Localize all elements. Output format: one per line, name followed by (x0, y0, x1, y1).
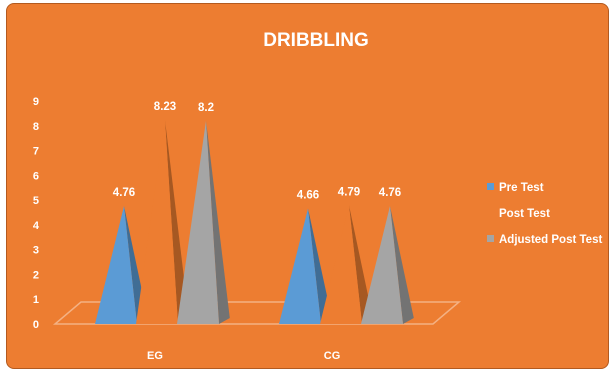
legend-item: Post Test (487, 208, 550, 220)
data-label: 4.79 (338, 186, 360, 198)
data-label: 4.66 (297, 190, 319, 202)
bar-front-face (177, 120, 219, 324)
bar-side-face (390, 206, 414, 324)
bar-pyramid (136, 120, 189, 324)
y-tick-label: 7 (33, 146, 39, 158)
bar-pyramid (279, 208, 332, 324)
data-label: 8.2 (198, 102, 214, 114)
y-tick-label: 6 (33, 170, 39, 182)
bar-front-face (279, 208, 321, 324)
y-tick-label: 2 (33, 269, 39, 281)
y-tick-label: 9 (33, 96, 39, 108)
y-tick-label: 3 (33, 245, 39, 257)
category-label: CG (324, 350, 341, 362)
data-labels: 4.76 8.23 8.2 4.66 4.79 4.76 (113, 101, 401, 201)
legend-item: Pre Test (487, 182, 544, 194)
legend-label: Pre Test (499, 182, 544, 194)
bar-pyramid (177, 120, 230, 324)
y-tick-label: 0 (33, 319, 39, 331)
y-tick-label: 5 (33, 195, 39, 207)
chart-bars (95, 120, 414, 324)
bar-pyramid (320, 205, 373, 324)
category-label: EG (147, 350, 163, 362)
chart-frame: DRIBBLING 0 1 2 3 4 5 6 7 8 9 EG CG 4.76 8.23 8.2 4.6… (6, 3, 609, 369)
data-label: 4.76 (379, 187, 401, 199)
bar-front-face (320, 205, 362, 324)
legend-swatch (487, 235, 494, 242)
bar-side-face (165, 120, 189, 324)
legend-swatch (487, 183, 494, 190)
chart-title: DRIBBLING (263, 30, 369, 51)
y-tick-label: 8 (33, 121, 39, 133)
y-tick-label: 4 (33, 220, 40, 232)
bar-side-face (308, 208, 332, 324)
bar-side-face (206, 120, 230, 324)
bar-front-face (95, 206, 137, 324)
bar-pyramid (361, 206, 414, 324)
bar-front-face (136, 120, 178, 324)
legend-label: Adjusted Post Test (499, 234, 602, 246)
y-tick-label: 1 (33, 294, 39, 306)
legend: Pre Test Post Test Adjusted Post Test (487, 182, 602, 246)
data-label: 4.76 (113, 187, 135, 199)
legend-item: Adjusted Post Test (487, 234, 602, 246)
y-axis: 0 1 2 3 4 5 6 7 8 9 (33, 96, 40, 331)
data-label: 8.23 (154, 101, 176, 113)
bar-side-face (349, 205, 373, 324)
legend-label: Post Test (499, 208, 550, 220)
legend-swatch (487, 209, 494, 216)
bar-front-face (361, 206, 403, 324)
x-axis: EG CG (147, 350, 340, 362)
chart-svg: DRIBBLING 0 1 2 3 4 5 6 7 8 9 EG CG 4.76 8.23 8.2 4.6… (33, 30, 603, 362)
